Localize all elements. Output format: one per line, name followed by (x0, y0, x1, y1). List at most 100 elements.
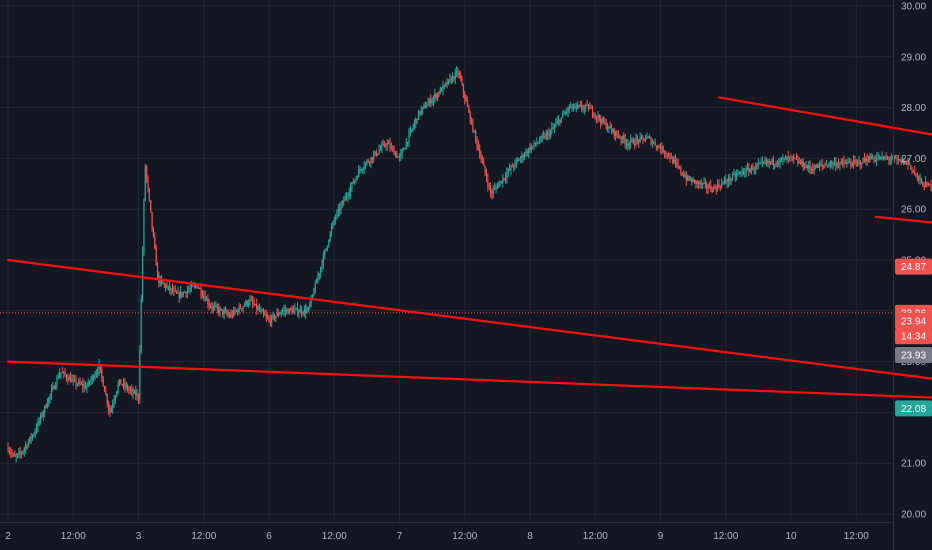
candle-body (538, 141, 541, 143)
candle-body (394, 153, 397, 156)
candle-body (302, 313, 304, 315)
candle-body (545, 134, 547, 139)
candle-body (669, 156, 671, 159)
candle-body (725, 179, 727, 182)
candle-body (750, 166, 753, 170)
candle-body (383, 143, 386, 146)
candle-body (579, 105, 581, 107)
candle-body (298, 312, 300, 314)
candle-body (790, 156, 792, 158)
candle-body (629, 139, 632, 144)
candle-body (404, 148, 406, 150)
candle-body (892, 156, 894, 160)
y-tick-label: 28.00 (901, 103, 926, 114)
candle-body (901, 159, 904, 163)
candle-body (623, 136, 625, 140)
candle-body (601, 118, 603, 123)
time-axis[interactable]: 2 12:00 3 12:00 6 12:00 7 12:00 8 12:00 9 12:00 10 12… (5, 531, 869, 542)
candle-body (287, 309, 289, 314)
candle-body (15, 455, 17, 457)
candle-body (148, 188, 150, 201)
candle-body (519, 158, 522, 161)
candle-body (220, 308, 223, 310)
candle-body (496, 187, 498, 189)
candle-body (427, 102, 429, 107)
y-tick-label: 30.00 (901, 2, 926, 13)
candle-body (54, 385, 57, 389)
candle-body (532, 145, 534, 147)
candle-body (687, 176, 689, 181)
candle-body (907, 162, 909, 164)
candle-body (764, 161, 766, 163)
candle-body (83, 385, 85, 387)
candle-body (147, 177, 149, 189)
candle-body (745, 168, 747, 174)
candle-body (428, 99, 431, 103)
candle-body (105, 391, 107, 395)
trendline[interactable] (6, 360, 932, 428)
candle-body (741, 171, 743, 173)
candle-body (356, 177, 358, 179)
candle-body (453, 76, 455, 80)
candle-body (487, 179, 489, 187)
candle-body (625, 143, 628, 145)
candle-body (589, 107, 591, 110)
candle-body (895, 157, 897, 159)
candle-body (521, 154, 523, 159)
candle-body (267, 316, 269, 319)
candle-body (420, 109, 422, 114)
candlestick-series (0, 66, 932, 463)
candle-body (257, 308, 259, 310)
candle-body (571, 104, 573, 107)
candle-body (500, 180, 503, 183)
candle-body (511, 165, 513, 168)
candle-body (862, 158, 864, 164)
candle-body (272, 315, 274, 317)
candle-body (333, 219, 335, 222)
candle-body (446, 82, 448, 85)
trendline[interactable] (718, 96, 932, 280)
candle-body (322, 255, 324, 266)
trendline-drawings[interactable] (6, 0, 932, 428)
price-badge-text: 23.94 (901, 316, 926, 327)
candle-body (379, 148, 382, 151)
candle-body (34, 431, 36, 435)
candle-body (405, 142, 407, 149)
candle-body (897, 158, 899, 160)
candle-body (204, 296, 206, 301)
candle-body (530, 146, 532, 151)
candle-body (7, 447, 9, 452)
candle-body (697, 181, 700, 184)
candle-body (166, 286, 168, 288)
candle-body (522, 154, 524, 158)
candle-body (12, 454, 15, 456)
x-tick-label: 12:00 (61, 531, 86, 542)
candle-body (65, 375, 68, 379)
candle-body (468, 106, 470, 112)
candle-body (241, 308, 243, 310)
candle-body (11, 453, 13, 455)
candle-body (919, 178, 921, 181)
candle-body (632, 139, 634, 145)
trendline[interactable] (6, 258, 932, 406)
candle-body (659, 147, 662, 151)
candle-body (767, 160, 769, 163)
candle-body (567, 107, 569, 112)
candle-body (352, 182, 354, 184)
candle-body (515, 160, 518, 162)
candle-body (103, 386, 106, 392)
candle-body (109, 408, 111, 413)
candle-body (52, 386, 54, 390)
candle-body (575, 105, 577, 108)
candle-body (434, 94, 436, 98)
candle-body (475, 130, 477, 138)
candle-body (715, 187, 717, 190)
candle-body (371, 157, 373, 160)
candle-body (551, 128, 553, 132)
candle-body (86, 386, 88, 389)
candle-body (146, 166, 148, 178)
candle-body (309, 303, 311, 308)
candle-body (885, 157, 887, 159)
candle-body (254, 303, 257, 305)
